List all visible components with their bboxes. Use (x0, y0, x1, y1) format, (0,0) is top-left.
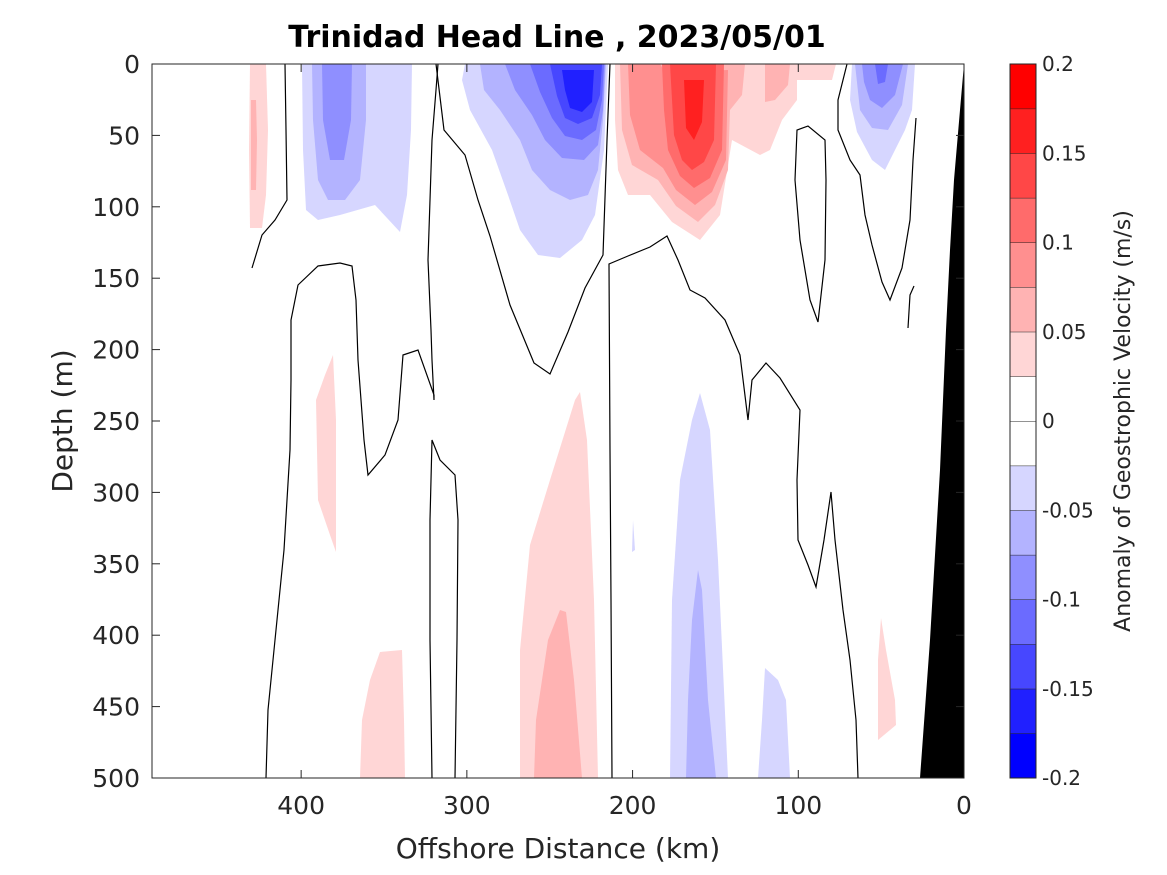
negative-patch-370km-core (322, 64, 352, 160)
velocity-field (249, 64, 964, 778)
colorbar-tick-label: -0.1 (1042, 588, 1081, 612)
positive-patch-120km-core (765, 64, 790, 102)
colorbar-tick-label: 0.05 (1042, 320, 1087, 344)
colorbar-swatch (1010, 376, 1036, 421)
y-tick-label: 100 (92, 193, 140, 222)
colorbar-swatch (1010, 465, 1036, 511)
positive-patch-315km (316, 355, 336, 552)
y-tick-label: 350 (92, 550, 140, 579)
zero-contour-h (907, 285, 915, 329)
positive-patch-225km-deep-core (534, 610, 582, 778)
y-tick-label: 200 (92, 336, 140, 365)
colorbar-tick-label: -0.15 (1042, 677, 1094, 701)
negative-patch-165km-deep-core (686, 570, 716, 778)
zero-contour-e (608, 235, 859, 778)
positive-patch-80km (797, 64, 836, 80)
y-tick-label: 50 (108, 121, 140, 150)
y-axis: 0 50 100 150 200 250 300 350 400 450 500 (92, 50, 964, 793)
zero-contour-a (251, 64, 288, 269)
x-tick-label: 0 (956, 791, 972, 820)
colorbar-swatch (1010, 599, 1036, 645)
positive-patch-225km-deep (520, 392, 598, 778)
y-tick-label: 0 (124, 50, 140, 79)
negative-patch-120km-deep (758, 668, 790, 778)
y-tick-label: 400 (92, 621, 140, 650)
y-tick-label: 450 (92, 693, 140, 722)
colorbar-swatch (1010, 64, 1036, 109)
zero-contour-g (794, 125, 827, 323)
colorbar-label: Anomaly of Geostrophic Velocity (m/s) (1111, 210, 1136, 632)
chart-title: Trinidad Head Line , 2023/05/01 (288, 20, 825, 55)
x-tick-label: 400 (277, 791, 325, 820)
y-tick-label: 500 (92, 764, 140, 793)
colorbar-swatch (1010, 510, 1036, 555)
negative-sliver-210km (632, 520, 635, 552)
zero-contours (251, 64, 917, 778)
colorbar: -0.2 -0.15 -0.1 -0.05 0 0.05 0.1 0.15 0.2 (1009, 52, 1094, 790)
positive-patch-355km-deep (360, 650, 405, 778)
colorbar-swatch (1010, 197, 1036, 243)
colorbar-tick-label: 0.2 (1042, 52, 1074, 76)
y-tick-label: 150 (92, 264, 140, 293)
colorbar-swatch (1010, 242, 1036, 288)
zero-contour-d (435, 64, 611, 375)
colorbar-swatch (1010, 153, 1036, 198)
zero-contour-f (837, 64, 917, 302)
y-axis-label: Depth (m) (46, 349, 79, 492)
positive-patch-50km-deep (878, 618, 896, 740)
negative-patch-50km-core (875, 64, 888, 84)
colorbar-swatch (1010, 554, 1036, 600)
colorbar-tick-label: 0.1 (1042, 231, 1074, 255)
colorbar-swatch (1010, 331, 1036, 377)
colorbar-tick-label: 0 (1042, 409, 1055, 433)
colorbar-swatch (1010, 733, 1036, 778)
positive-patch-160km-core (684, 80, 704, 140)
zero-contour-c (429, 439, 459, 778)
colorbar-tick-label: -0.05 (1042, 498, 1094, 522)
x-tick-label: 100 (774, 791, 822, 820)
colorbar-tick-label: -0.2 (1042, 766, 1081, 790)
colorbar-swatch (1010, 644, 1036, 689)
bathymetry-mask (920, 64, 964, 778)
colorbar-swatch (1010, 688, 1036, 734)
positive-patch-425km-core (251, 100, 257, 190)
zero-contour-b (265, 64, 439, 778)
colorbar-swatch (1010, 421, 1036, 466)
colorbar-tick-label: 0.15 (1042, 141, 1087, 165)
colorbar-frame (1009, 63, 1037, 779)
x-tick-label: 200 (609, 791, 657, 820)
colorbar-swatch (1010, 108, 1036, 154)
x-tick-label: 300 (443, 791, 491, 820)
colorbar-swatch (1010, 287, 1036, 332)
y-tick-label: 250 (92, 407, 140, 436)
x-axis-label: Offshore Distance (km) (396, 832, 721, 865)
y-tick-label: 300 (92, 478, 140, 507)
negative-patch-50km-l3 (862, 64, 903, 108)
negative-patch-240km-core (562, 70, 594, 112)
x-axis: 400 300 200 100 0 (277, 64, 972, 820)
